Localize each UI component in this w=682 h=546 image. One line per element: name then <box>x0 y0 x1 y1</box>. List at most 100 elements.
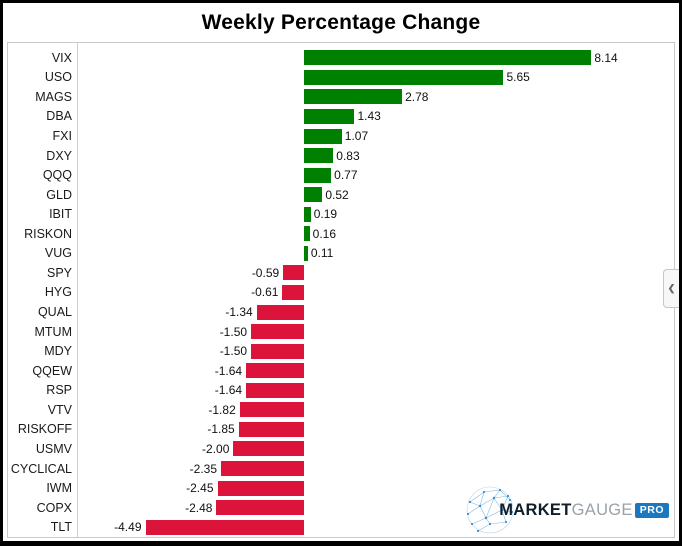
ticker-label: DXY <box>46 148 72 163</box>
chart-row: MAGS 2.78 <box>8 87 674 107</box>
ticker-label: RISKOFF <box>17 422 72 437</box>
value-label: 0.19 <box>313 207 338 222</box>
ticker-label: USO <box>44 70 72 85</box>
ticker-label: MAGS <box>35 89 72 104</box>
chart-row: QQEW -1.64 <box>8 361 674 381</box>
chart-row: GLD 0.52 <box>8 185 674 205</box>
bar-negative <box>246 382 304 398</box>
chart-row: CYCLICAL -2.35 <box>8 459 674 479</box>
ticker-label: USMV <box>35 441 72 456</box>
ticker-label: VUG <box>44 246 72 261</box>
ticker-label: CYCLICAL <box>10 461 72 476</box>
chart-row: IBIT 0.19 <box>8 204 674 224</box>
bar-negative <box>283 265 304 281</box>
ticker-label: VIX <box>51 50 72 65</box>
bar-positive <box>304 245 308 261</box>
chart-row: VUG 0.11 <box>8 244 674 264</box>
bar-negative <box>246 363 304 379</box>
value-label: 0.77 <box>334 168 358 183</box>
ticker-label: COPX <box>36 500 72 515</box>
bar-negative <box>251 343 304 359</box>
logo-market-text: MARKET <box>499 500 572 519</box>
ticker-label: RISKON <box>24 226 72 241</box>
bar-positive <box>304 89 403 105</box>
bar-negative <box>221 461 304 477</box>
chart-row: QUAL -1.34 <box>8 302 674 322</box>
chart-row: USMV -2.00 <box>8 439 674 459</box>
chart-row: MTUM -1.50 <box>8 322 674 342</box>
value-label: -1.50 <box>219 344 248 359</box>
bar-positive <box>304 206 311 222</box>
value-label: -1.34 <box>225 305 253 320</box>
category-axis-line <box>77 43 78 537</box>
chart-row: DXY 0.83 <box>8 146 674 166</box>
ticker-label: MDY <box>44 344 72 359</box>
value-label: -2.00 <box>202 441 230 456</box>
bar-negative <box>239 402 304 418</box>
chart-row: FXI 1.07 <box>8 126 674 146</box>
value-label: -2.45 <box>186 481 214 496</box>
chart-row: MDY -1.50 <box>8 341 674 361</box>
value-label: 8.14 <box>594 50 618 65</box>
ticker-label: QQQ <box>42 168 72 183</box>
logo-pro-badge: PRO <box>634 502 669 518</box>
ticker-label: VTV <box>47 402 72 417</box>
bar-positive <box>304 69 504 85</box>
bar-negative <box>145 519 304 535</box>
bar-positive <box>304 148 334 164</box>
value-label: -2.35 <box>189 461 218 476</box>
ticker-label: HYG <box>44 285 72 300</box>
ticker-label: IWM <box>46 481 72 496</box>
value-label: -4.49 <box>114 520 142 535</box>
bar-positive <box>304 50 592 66</box>
bar-positive <box>304 128 342 144</box>
value-label: 0.52 <box>325 187 349 202</box>
ticker-label: GLD <box>46 187 72 202</box>
value-label: -2.48 <box>185 500 213 515</box>
bar-negative <box>256 304 304 320</box>
chevron-left-icon: ❮ <box>667 283 676 293</box>
bar-negative <box>238 421 304 437</box>
value-label: -1.64 <box>214 363 243 378</box>
ticker-label: TLT <box>50 520 72 535</box>
bar-positive <box>304 187 323 203</box>
value-label: -0.59 <box>251 265 280 280</box>
value-label: -1.50 <box>219 324 248 339</box>
chart-row: RISKON 0.16 <box>8 224 674 244</box>
value-label: 0.83 <box>336 148 360 163</box>
bar-negative <box>251 324 304 340</box>
ticker-label: RSP <box>46 383 72 398</box>
value-label: -0.61 <box>251 285 279 300</box>
chart-row: RISKOFF -1.85 <box>8 420 674 440</box>
ticker-label: QQEW <box>32 363 72 378</box>
value-label: -1.64 <box>214 383 243 398</box>
ticker-label: DBA <box>46 109 72 124</box>
value-label: 5.65 <box>506 70 530 85</box>
chart-row: QQQ 0.77 <box>8 165 674 185</box>
bar-negative <box>216 500 304 516</box>
value-label: 1.07 <box>344 129 369 143</box>
bar-positive <box>304 108 355 124</box>
chart-row: VIX 8.14 <box>8 48 674 68</box>
ticker-label: QUAL <box>37 305 72 320</box>
marketgauge-logo: MARKET GAUGE PRO <box>464 484 669 536</box>
chart-row: HYG -0.61 <box>8 283 674 303</box>
bar-positive <box>304 226 310 242</box>
value-label: 0.16 <box>312 226 336 241</box>
chart-row: RSP -1.64 <box>8 381 674 401</box>
bar-negative <box>217 480 304 496</box>
bar-negative <box>233 441 304 457</box>
chart-row: COPX -2.48 <box>8 498 674 518</box>
bar-positive <box>304 167 332 183</box>
chart-row: DBA 1.43 <box>8 107 674 127</box>
bar-negative <box>282 285 304 301</box>
ticker-label: IBIT <box>49 207 72 222</box>
value-label: 0.11 <box>310 246 334 261</box>
ticker-label: MTUM <box>34 324 73 339</box>
ticker-label: SPY <box>46 265 72 280</box>
chart-row: TLT -4.49 <box>8 517 674 537</box>
chart-row: SPY -0.59 <box>8 263 674 283</box>
globe-icon <box>464 484 516 536</box>
side-panel-toggle-button[interactable]: ❮ <box>663 269 679 308</box>
chart-row: IWM -2.45 <box>8 478 674 498</box>
